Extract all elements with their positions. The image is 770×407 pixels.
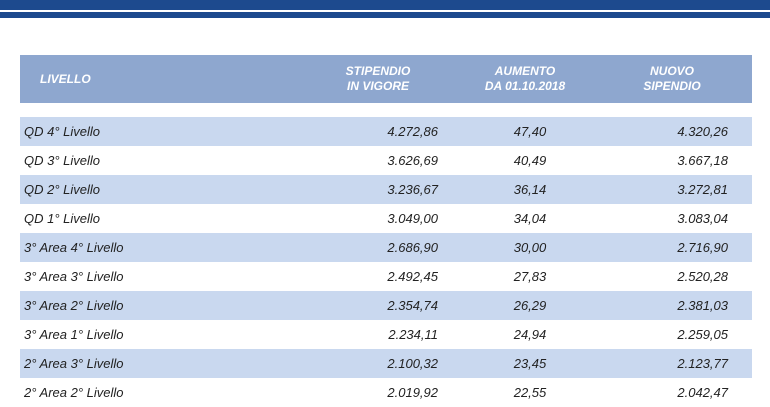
header-cell: AUMENTO DA 01.10.2018 xyxy=(465,55,585,103)
amount-cell: 3.667,18 xyxy=(677,153,728,168)
amount-cell: 47,40 xyxy=(513,124,547,139)
header-cell: LIVELLO xyxy=(40,55,160,103)
amount-cell: 3.049,00 xyxy=(387,211,438,226)
header-line: LIVELLO xyxy=(40,71,91,86)
amount-cell: 3.626,69 xyxy=(387,153,438,168)
amount-cell: 23,45 xyxy=(513,356,547,371)
amount-cell: 2.259,05 xyxy=(677,327,728,342)
level-cell: 3° Area 3° Livello xyxy=(24,269,124,284)
amount-cell: 24,94 xyxy=(513,327,547,342)
table-row: 2° Area 2° Livello 2.019,92 22,55 2.042,47 xyxy=(20,378,752,407)
header-line: DA 01.10.2018 xyxy=(484,79,566,93)
level-cell: 3° Area 2° Livello xyxy=(24,298,124,313)
amount-cell: 2.381,03 xyxy=(677,298,728,313)
salary-table: LIVELLO STIPENDIO IN VIGORE AUMENTO DA 01.10… xyxy=(20,55,752,400)
top-band-line xyxy=(0,12,770,18)
amount-cell: 2.042,47 xyxy=(677,385,728,400)
level-cell: QD 2° Livello xyxy=(24,182,101,197)
table-row: 3° Area 2° Livello 2.354,74 26,29 2.381,03 xyxy=(20,291,752,320)
amount-cell: 2.492,45 xyxy=(387,269,438,284)
amount-cell: 27,83 xyxy=(513,269,547,284)
amount-cell: 40,49 xyxy=(513,153,547,168)
amount-cell: 34,04 xyxy=(513,211,547,226)
header-line: AUMENTO xyxy=(494,64,556,78)
amount-cell: 2.520,28 xyxy=(677,269,728,284)
amount-cell: 2.686,90 xyxy=(387,240,438,255)
table-row: QD 2° Livello 3.236,67 36,14 3.272,81 xyxy=(20,175,752,204)
level-cell: QD 4° Livello xyxy=(24,124,101,139)
level-cell: QD 3° Livello xyxy=(24,153,101,168)
amount-cell: 2.019,92 xyxy=(387,385,438,400)
table-row: QD 4° Livello 4.272,86 47,40 4.320,26 xyxy=(20,117,752,146)
amount-cell: 4.272,86 xyxy=(387,124,438,139)
header-cell: STIPENDIO IN VIGORE xyxy=(318,55,438,103)
level-cell: 3° Area 1° Livello xyxy=(24,327,124,342)
amount-cell: 30,00 xyxy=(513,240,547,255)
amount-cell: 2.123,77 xyxy=(677,356,728,371)
table-row: 3° Area 1° Livello 2.234,11 24,94 2.259,05 xyxy=(20,320,752,349)
level-cell: 2° Area 2° Livello xyxy=(24,385,124,400)
table-row: QD 3° Livello 3.626,69 40,49 3.667,18 xyxy=(20,146,752,175)
header-line: IN VIGORE xyxy=(346,79,409,93)
amount-cell: 3.083,04 xyxy=(677,211,728,226)
amount-cell: 2.100,32 xyxy=(387,356,438,371)
level-cell: 3° Area 4° Livello xyxy=(24,240,124,255)
header-line: STIPENDIO xyxy=(345,64,411,78)
header-cell: NUOVO SIPENDIO xyxy=(612,55,732,103)
header-line: SIPENDIO xyxy=(643,79,701,93)
amount-cell: 2.234,11 xyxy=(388,327,438,342)
level-cell: 2° Area 3° Livello xyxy=(24,356,124,371)
amount-cell: 26,29 xyxy=(513,298,547,313)
table-row: 2° Area 3° Livello 2.100,32 23,45 2.123,77 xyxy=(20,349,752,378)
amount-cell: 3.236,67 xyxy=(387,182,438,197)
table-header: LIVELLO STIPENDIO IN VIGORE AUMENTO DA 01.10… xyxy=(20,55,752,103)
top-band xyxy=(0,0,770,10)
header-line: NUOVO xyxy=(649,64,694,78)
level-cell: QD 1° Livello xyxy=(24,211,101,226)
amount-cell: 4.320,26 xyxy=(677,124,728,139)
table-row: 3° Area 3° Livello 2.492,45 27,83 2.520,28 xyxy=(20,262,752,291)
amount-cell: 2.354,74 xyxy=(387,298,438,313)
amount-cell: 22,55 xyxy=(513,385,547,400)
amount-cell: 2.716,90 xyxy=(677,240,728,255)
amount-cell: 3.272,81 xyxy=(677,182,728,197)
amount-cell: 36,14 xyxy=(513,182,547,197)
table-row: QD 1° Livello 3.049,00 34,04 3.083,04 xyxy=(20,204,752,233)
table-row: 3° Area 4° Livello 2.686,90 30,00 2.716,90 xyxy=(20,233,752,262)
